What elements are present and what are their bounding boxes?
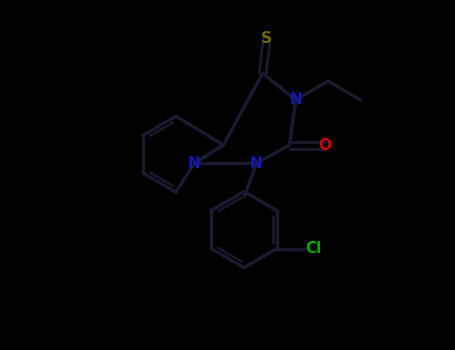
Text: N: N <box>188 156 201 171</box>
Text: S: S <box>261 31 272 46</box>
Text: Cl: Cl <box>305 241 322 256</box>
Text: N: N <box>250 156 263 171</box>
Text: N: N <box>289 92 302 107</box>
Text: O: O <box>318 138 331 153</box>
